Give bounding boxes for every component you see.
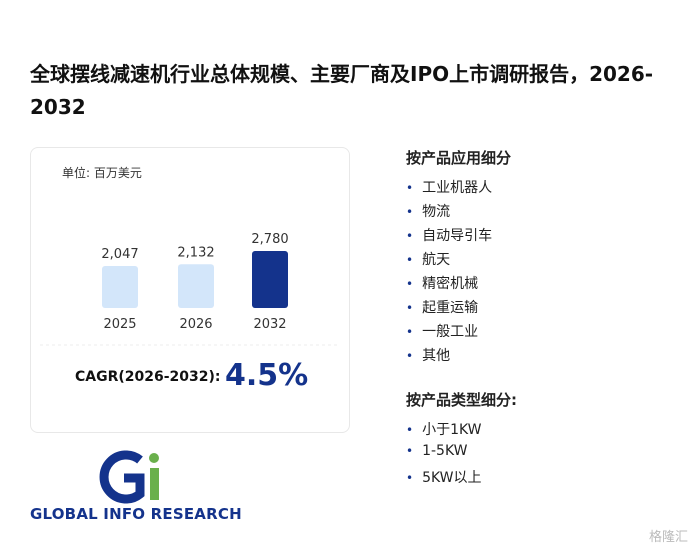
segment-item: 其他: [406, 345, 450, 365]
chart: 2,047 2025 2,132 2026 2,780 2032: [40, 232, 340, 346]
x-tick-label: 2026: [179, 317, 212, 332]
title: 全球摆线减速机行业总体规模、主要厂商及IPO上市调研报告，2026-2032: [30, 62, 654, 119]
segment-item: 自动导引车: [406, 225, 492, 245]
logo-g: [99, 450, 145, 504]
segment-item: 5KW以上: [406, 467, 481, 487]
x-tick-label: 2025: [103, 317, 136, 332]
value-label: 2,047: [101, 247, 138, 262]
segment-heading: 按产品应用细分: [406, 149, 512, 167]
segment-item: 精密机械: [406, 273, 478, 293]
logo-mark: [99, 450, 159, 504]
chart-card: [30, 147, 350, 433]
cagr-label: CAGR(2026-2032):: [75, 369, 221, 385]
segment-item: 一般工业: [406, 321, 478, 341]
segment-item: 小于1KW: [406, 419, 481, 439]
brand: 格隆汇: [648, 530, 688, 545]
logo-dot: [149, 453, 159, 463]
cagr-value: 4.5%: [225, 358, 309, 393]
bar: [178, 264, 214, 308]
value-label: 2,780: [251, 232, 288, 247]
segment-item: 物流: [406, 201, 450, 221]
bar: [102, 266, 138, 308]
segment-heading: 按产品类型细分:: [406, 391, 517, 409]
logo-i: [150, 468, 159, 500]
segment-item: 工业机器人: [406, 177, 492, 197]
unit-label: 单位: 百万美元: [62, 166, 142, 180]
bar: [252, 251, 288, 308]
x-tick-label: 2032: [253, 317, 286, 332]
segment-item: 1-5KW: [406, 443, 467, 459]
segment-item: 航天: [406, 249, 450, 269]
segment-item: 起重运输: [406, 297, 478, 317]
value-label: 2,132: [177, 245, 214, 260]
logo-text: GLOBAL INFO RESEARCH: [30, 505, 242, 523]
